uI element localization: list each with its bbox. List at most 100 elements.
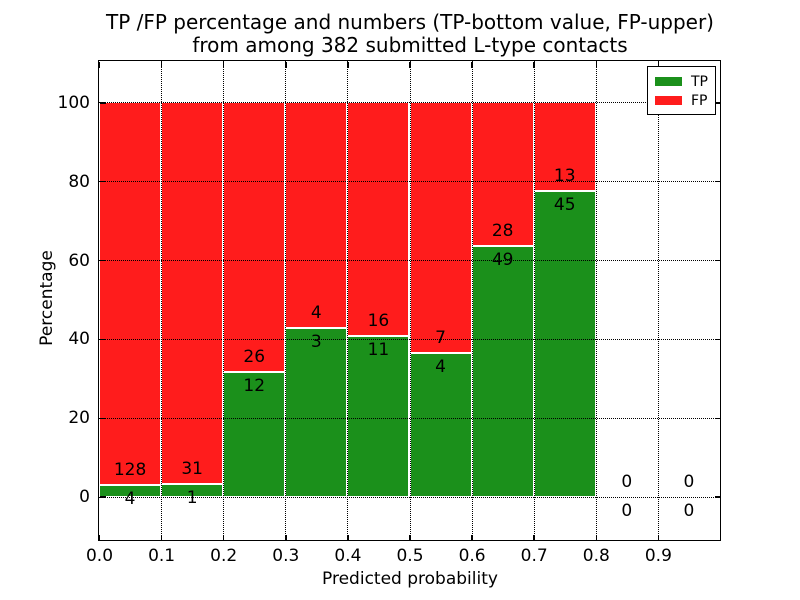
legend-swatch-fp	[655, 96, 682, 105]
tp-count-label: 0	[621, 500, 633, 521]
x-tick-label: 0.4	[334, 546, 362, 566]
tp-count-label: 4	[435, 357, 446, 378]
tp-count-label: 4	[124, 488, 136, 509]
y-gridline	[99, 102, 720, 104]
tp-count-label: 1	[186, 488, 198, 509]
y-tick-mark	[99, 496, 106, 498]
x-tick-mark	[471, 534, 473, 541]
fp-count-label: 7	[435, 328, 446, 349]
x-tick-mark	[222, 534, 225, 541]
x-tick-mark	[160, 534, 163, 541]
tp-count-label: 45	[553, 194, 576, 215]
y-tick-mark	[99, 259, 106, 262]
tp-count-label: 3	[310, 331, 322, 352]
x-gridline	[347, 61, 349, 540]
x-tick-mark-top	[471, 61, 473, 68]
y-gridline	[99, 260, 720, 262]
x-tick-mark-top	[533, 61, 535, 68]
x-tick-mark	[347, 534, 349, 541]
y-tick-mark	[99, 338, 106, 341]
fp-count-label: 16	[367, 311, 390, 332]
x-gridline	[533, 61, 535, 540]
x-tick-mark	[533, 534, 535, 541]
tp-count-label: 12	[243, 376, 266, 397]
bar-fp-segment	[223, 102, 286, 373]
y-gridline	[99, 338, 720, 340]
tp-count-label: 49	[491, 249, 514, 270]
y-tick-mark	[99, 417, 106, 420]
y-tick-mark	[99, 102, 106, 104]
y-tick-mark-right	[714, 259, 721, 262]
x-tick-mark	[595, 534, 598, 541]
x-tick-mark-top	[98, 61, 101, 68]
x-tick-mark-top	[222, 61, 225, 68]
x-tick-mark-top	[160, 61, 163, 68]
x-tick-mark	[285, 534, 287, 541]
y-gridline	[99, 181, 720, 183]
chart-title: TP /FP percentage and numbers (TP-bottom…	[98, 11, 722, 57]
x-tick-label: 0.6	[458, 546, 486, 566]
legend-label-tp: TP	[691, 73, 708, 90]
bar-fp-segment	[409, 102, 472, 354]
legend-item-tp: TP	[655, 72, 715, 91]
bar-tp-segment	[471, 245, 534, 497]
x-tick-label: 0.5	[396, 546, 424, 566]
x-tick-label: 0.0	[85, 546, 114, 566]
x-gridline	[409, 61, 411, 540]
chart-title-line2: from among 382 submitted L-type contacts	[192, 33, 628, 57]
fp-count-label: 31	[181, 459, 203, 480]
fp-count-label: 0	[683, 471, 695, 492]
y-tick-mark-right	[714, 102, 721, 104]
x-gridline	[223, 61, 225, 540]
x-gridline	[595, 61, 597, 540]
fp-count-label: 13	[553, 165, 576, 186]
x-tick-label: 0.8	[582, 546, 610, 566]
x-tick-label: 0.1	[148, 546, 176, 566]
bar-fp-segment	[347, 102, 410, 336]
x-gridline	[285, 61, 287, 540]
bar-fp-segment	[99, 102, 162, 485]
x-tick-label: 0.9	[644, 546, 672, 566]
x-tick-mark	[657, 534, 660, 541]
bar-tp-segment	[285, 327, 348, 497]
x-axis-label: Predicted probability	[322, 569, 498, 589]
bar-tp-segment	[533, 190, 596, 497]
x-gridline	[161, 61, 163, 540]
y-gridline	[99, 496, 720, 498]
bar-tp-segment	[347, 336, 410, 497]
fp-count-label: 4	[310, 302, 322, 323]
y-tick-mark-right	[714, 180, 721, 183]
x-tick-mark-top	[657, 61, 660, 68]
y-tick-label: 60	[68, 250, 90, 271]
x-gridline	[471, 61, 473, 540]
y-gridline	[99, 417, 720, 419]
x-tick-label: 0.2	[210, 546, 238, 566]
y-tick-mark-right	[714, 496, 721, 498]
legend-item-fp: FP	[655, 91, 715, 110]
legend-label-fp: FP	[691, 92, 708, 109]
y-tick-label: 80	[68, 171, 90, 192]
x-gridline	[657, 61, 659, 540]
x-tick-label: 0.3	[272, 546, 300, 566]
fp-count-label: 0	[621, 471, 633, 492]
bar-fp-segment	[161, 102, 224, 485]
x-tick-mark	[98, 534, 101, 541]
fp-count-label: 28	[491, 220, 514, 241]
fp-count-label: 128	[113, 459, 147, 480]
tp-count-label: 0	[683, 500, 695, 521]
y-tick-label: 20	[68, 408, 90, 429]
tp-count-label: 11	[367, 340, 390, 361]
bar-tp-segment	[223, 372, 286, 497]
y-tick-label: 100	[57, 92, 90, 113]
x-tick-mark-top	[409, 61, 411, 68]
x-tick-mark	[409, 534, 411, 541]
x-tick-label: 0.7	[520, 546, 548, 566]
legend-swatch-tp	[655, 77, 682, 86]
fp-count-label: 26	[243, 347, 266, 368]
y-tick-mark-right	[714, 338, 721, 341]
bar-fp-segment	[285, 102, 348, 328]
y-tick-mark-right	[714, 417, 721, 420]
x-tick-mark-top	[595, 61, 598, 68]
y-tick-label: 0	[79, 487, 90, 508]
